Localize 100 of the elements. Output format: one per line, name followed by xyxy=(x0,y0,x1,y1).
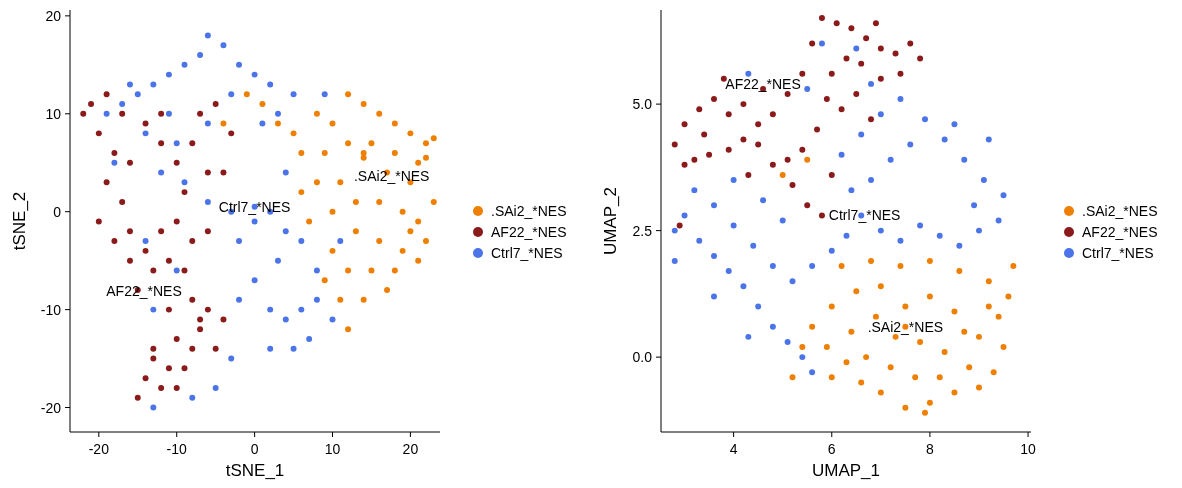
x-tick-label: -20 xyxy=(88,441,110,457)
point xyxy=(430,198,437,205)
point xyxy=(337,179,344,186)
point xyxy=(306,218,313,225)
point xyxy=(1005,293,1012,300)
point xyxy=(725,111,732,118)
point xyxy=(755,141,762,148)
point xyxy=(868,257,875,264)
point xyxy=(696,237,703,244)
point xyxy=(259,101,266,107)
point xyxy=(956,268,963,275)
point xyxy=(971,202,978,209)
point xyxy=(95,218,102,225)
point xyxy=(142,130,149,137)
y-tick-label: 5.0 xyxy=(632,96,653,113)
point xyxy=(976,227,982,234)
x-axis-title: tSNE_1 xyxy=(225,461,285,480)
point xyxy=(204,120,211,127)
x-tick-label: 10 xyxy=(1020,441,1037,457)
point xyxy=(236,61,243,68)
point xyxy=(119,101,126,107)
point xyxy=(730,177,737,183)
point xyxy=(142,375,149,382)
point xyxy=(818,212,825,219)
point xyxy=(290,345,297,352)
point xyxy=(681,161,688,168)
point xyxy=(980,177,987,183)
x-tick-label: 20 xyxy=(402,441,419,457)
point xyxy=(755,121,762,128)
point xyxy=(150,81,157,88)
point xyxy=(173,336,180,342)
point xyxy=(1000,192,1007,199)
point xyxy=(150,345,157,352)
point xyxy=(181,189,188,196)
point xyxy=(267,306,274,313)
point xyxy=(352,198,359,205)
point xyxy=(740,283,747,290)
point xyxy=(951,389,958,396)
point xyxy=(251,218,258,225)
point xyxy=(119,198,126,205)
point xyxy=(158,140,165,147)
point xyxy=(828,303,835,310)
point xyxy=(376,198,383,205)
point xyxy=(769,323,776,330)
legend-label: Ctrl7_*NES xyxy=(1082,245,1154,261)
point xyxy=(329,120,336,127)
point xyxy=(671,227,678,234)
point xyxy=(828,70,835,77)
point xyxy=(306,336,313,342)
point xyxy=(126,159,133,166)
point xyxy=(290,91,297,98)
point xyxy=(951,121,958,128)
point xyxy=(150,355,157,362)
point xyxy=(290,130,297,137)
y-axis-title: UMAP_2 xyxy=(601,186,620,256)
point xyxy=(858,379,865,386)
point xyxy=(917,222,924,229)
point xyxy=(111,159,118,166)
point xyxy=(282,316,289,323)
point xyxy=(853,91,860,97)
y-tick-label: 10 xyxy=(45,105,62,122)
point xyxy=(391,267,398,274)
point xyxy=(848,187,855,194)
point xyxy=(740,136,747,143)
point xyxy=(204,306,211,313)
point xyxy=(197,326,204,333)
point xyxy=(119,110,126,117)
point xyxy=(158,228,165,235)
point xyxy=(769,161,776,168)
point xyxy=(407,228,414,235)
point xyxy=(189,394,196,401)
point xyxy=(158,110,165,117)
point xyxy=(750,242,757,249)
point xyxy=(897,237,904,244)
point xyxy=(111,149,118,156)
point xyxy=(951,308,958,315)
point xyxy=(181,179,188,186)
x-tick-label: 10 xyxy=(324,441,341,457)
point xyxy=(368,140,375,147)
point xyxy=(828,374,835,381)
point xyxy=(150,404,157,411)
point xyxy=(251,277,258,284)
point xyxy=(337,238,344,245)
point xyxy=(337,296,344,303)
point xyxy=(173,140,180,147)
point xyxy=(204,32,211,39)
point xyxy=(941,136,948,143)
point xyxy=(212,101,219,107)
point xyxy=(818,40,825,47)
legend-label: .SAi2_*NES xyxy=(1082,203,1158,219)
point xyxy=(897,70,904,77)
point xyxy=(961,156,968,163)
point xyxy=(799,146,806,153)
point xyxy=(267,345,274,352)
point xyxy=(789,182,796,189)
point xyxy=(321,91,328,98)
point xyxy=(142,247,149,254)
point xyxy=(917,55,924,62)
point xyxy=(391,120,398,127)
point xyxy=(784,338,791,345)
